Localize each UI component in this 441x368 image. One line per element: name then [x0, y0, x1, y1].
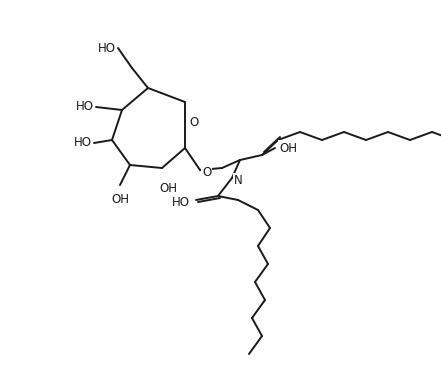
Text: HO: HO — [98, 42, 116, 54]
Text: HO: HO — [172, 195, 190, 209]
Text: OH: OH — [111, 193, 129, 206]
Text: N: N — [234, 174, 243, 188]
Text: O: O — [189, 116, 198, 128]
Text: HO: HO — [74, 137, 92, 149]
Text: HO: HO — [76, 100, 94, 113]
Text: O: O — [202, 166, 211, 178]
Text: OH: OH — [279, 142, 297, 155]
Text: OH: OH — [159, 182, 177, 195]
